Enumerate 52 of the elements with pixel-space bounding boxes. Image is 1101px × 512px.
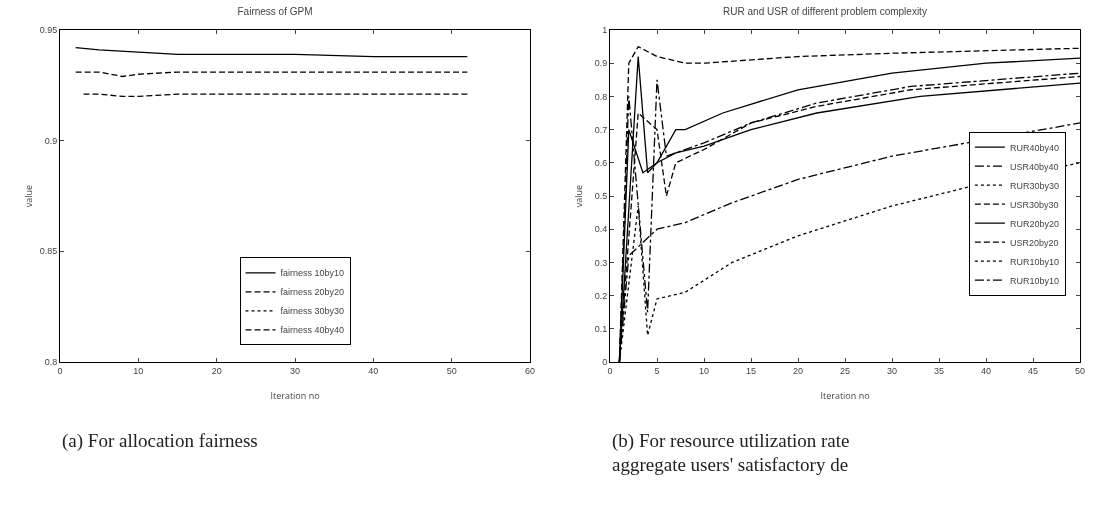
x-tick-label: 60 <box>524 365 536 376</box>
legend-label: fairness 40by40 <box>280 325 345 336</box>
legend-label: RUR10by10 <box>1009 256 1059 267</box>
y-axis-title: value <box>572 184 585 208</box>
text: (a) For allocation fairness <box>62 430 258 452</box>
x-tick-label: 40 <box>980 365 992 376</box>
y-tick-label: 0.8 <box>44 357 58 368</box>
chart-title: RUR and USR of different problem complexity <box>723 6 927 17</box>
legend-label: USR20by20 <box>1009 237 1059 248</box>
y-tick-label: 0.85 <box>39 246 58 257</box>
x-tick-label: 45 <box>1027 365 1039 376</box>
x-axis-title: Iteration no <box>270 389 320 402</box>
legend-label: USR40by40 <box>1009 161 1059 172</box>
legend-label: RUR10by10 <box>1009 275 1059 286</box>
y-tick-label: 0.4 <box>594 224 608 235</box>
x-tick-label: 10 <box>133 365 144 376</box>
legend-label: RUR40by40 <box>1009 142 1059 153</box>
y-tick-label: 0.7 <box>594 124 608 135</box>
text: aggregate users' satisfactory de <box>612 454 849 475</box>
x-tick-label: 5 <box>654 365 660 376</box>
legend-label: RUR20by20 <box>1009 218 1059 229</box>
legend-label: RUR30by30 <box>1009 180 1059 191</box>
x-tick-label: 35 <box>933 365 945 376</box>
x-tick-label: 20 <box>792 365 804 376</box>
x-axis-title: Iteration no <box>820 389 870 402</box>
y-tick-label: 0.95 <box>39 25 58 36</box>
chart-title: Fairness of GPM <box>237 6 313 17</box>
x-tick-label: 15 <box>745 365 757 376</box>
x-tick-label: 50 <box>446 365 457 376</box>
legend-label: fairness 20by20 <box>280 287 345 298</box>
y-axis-title: value <box>22 184 35 208</box>
y-tick-label: 0.5 <box>594 191 608 202</box>
x-tick-label: 10 <box>698 365 710 376</box>
x-tick-label: 25 <box>839 365 851 376</box>
legend-label: USR30by30 <box>1009 199 1059 210</box>
text: (b) For resource utilization rate <box>612 430 850 452</box>
y-tick-label: 0.6 <box>594 157 608 168</box>
legend-label: fairness 30by30 <box>280 306 345 317</box>
y-tick-label: 0.2 <box>594 290 608 301</box>
y-tick-label: 0 <box>602 357 608 368</box>
y-tick-label: 0.1 <box>594 323 608 334</box>
y-tick-label: 0.8 <box>594 91 608 102</box>
y-tick-label: 0.3 <box>594 257 608 268</box>
y-tick-label: 0.9 <box>594 58 608 69</box>
x-tick-label: 40 <box>368 365 379 376</box>
x-tick-label: 30 <box>886 365 898 376</box>
legend-label: fairness 10by10 <box>280 268 345 279</box>
y-tick-label: 1 <box>602 25 608 36</box>
x-tick-label: 50 <box>1074 365 1086 376</box>
x-tick-label: 20 <box>211 365 222 376</box>
y-tick-label: 0.9 <box>44 135 58 146</box>
x-tick-label: 30 <box>289 365 301 376</box>
